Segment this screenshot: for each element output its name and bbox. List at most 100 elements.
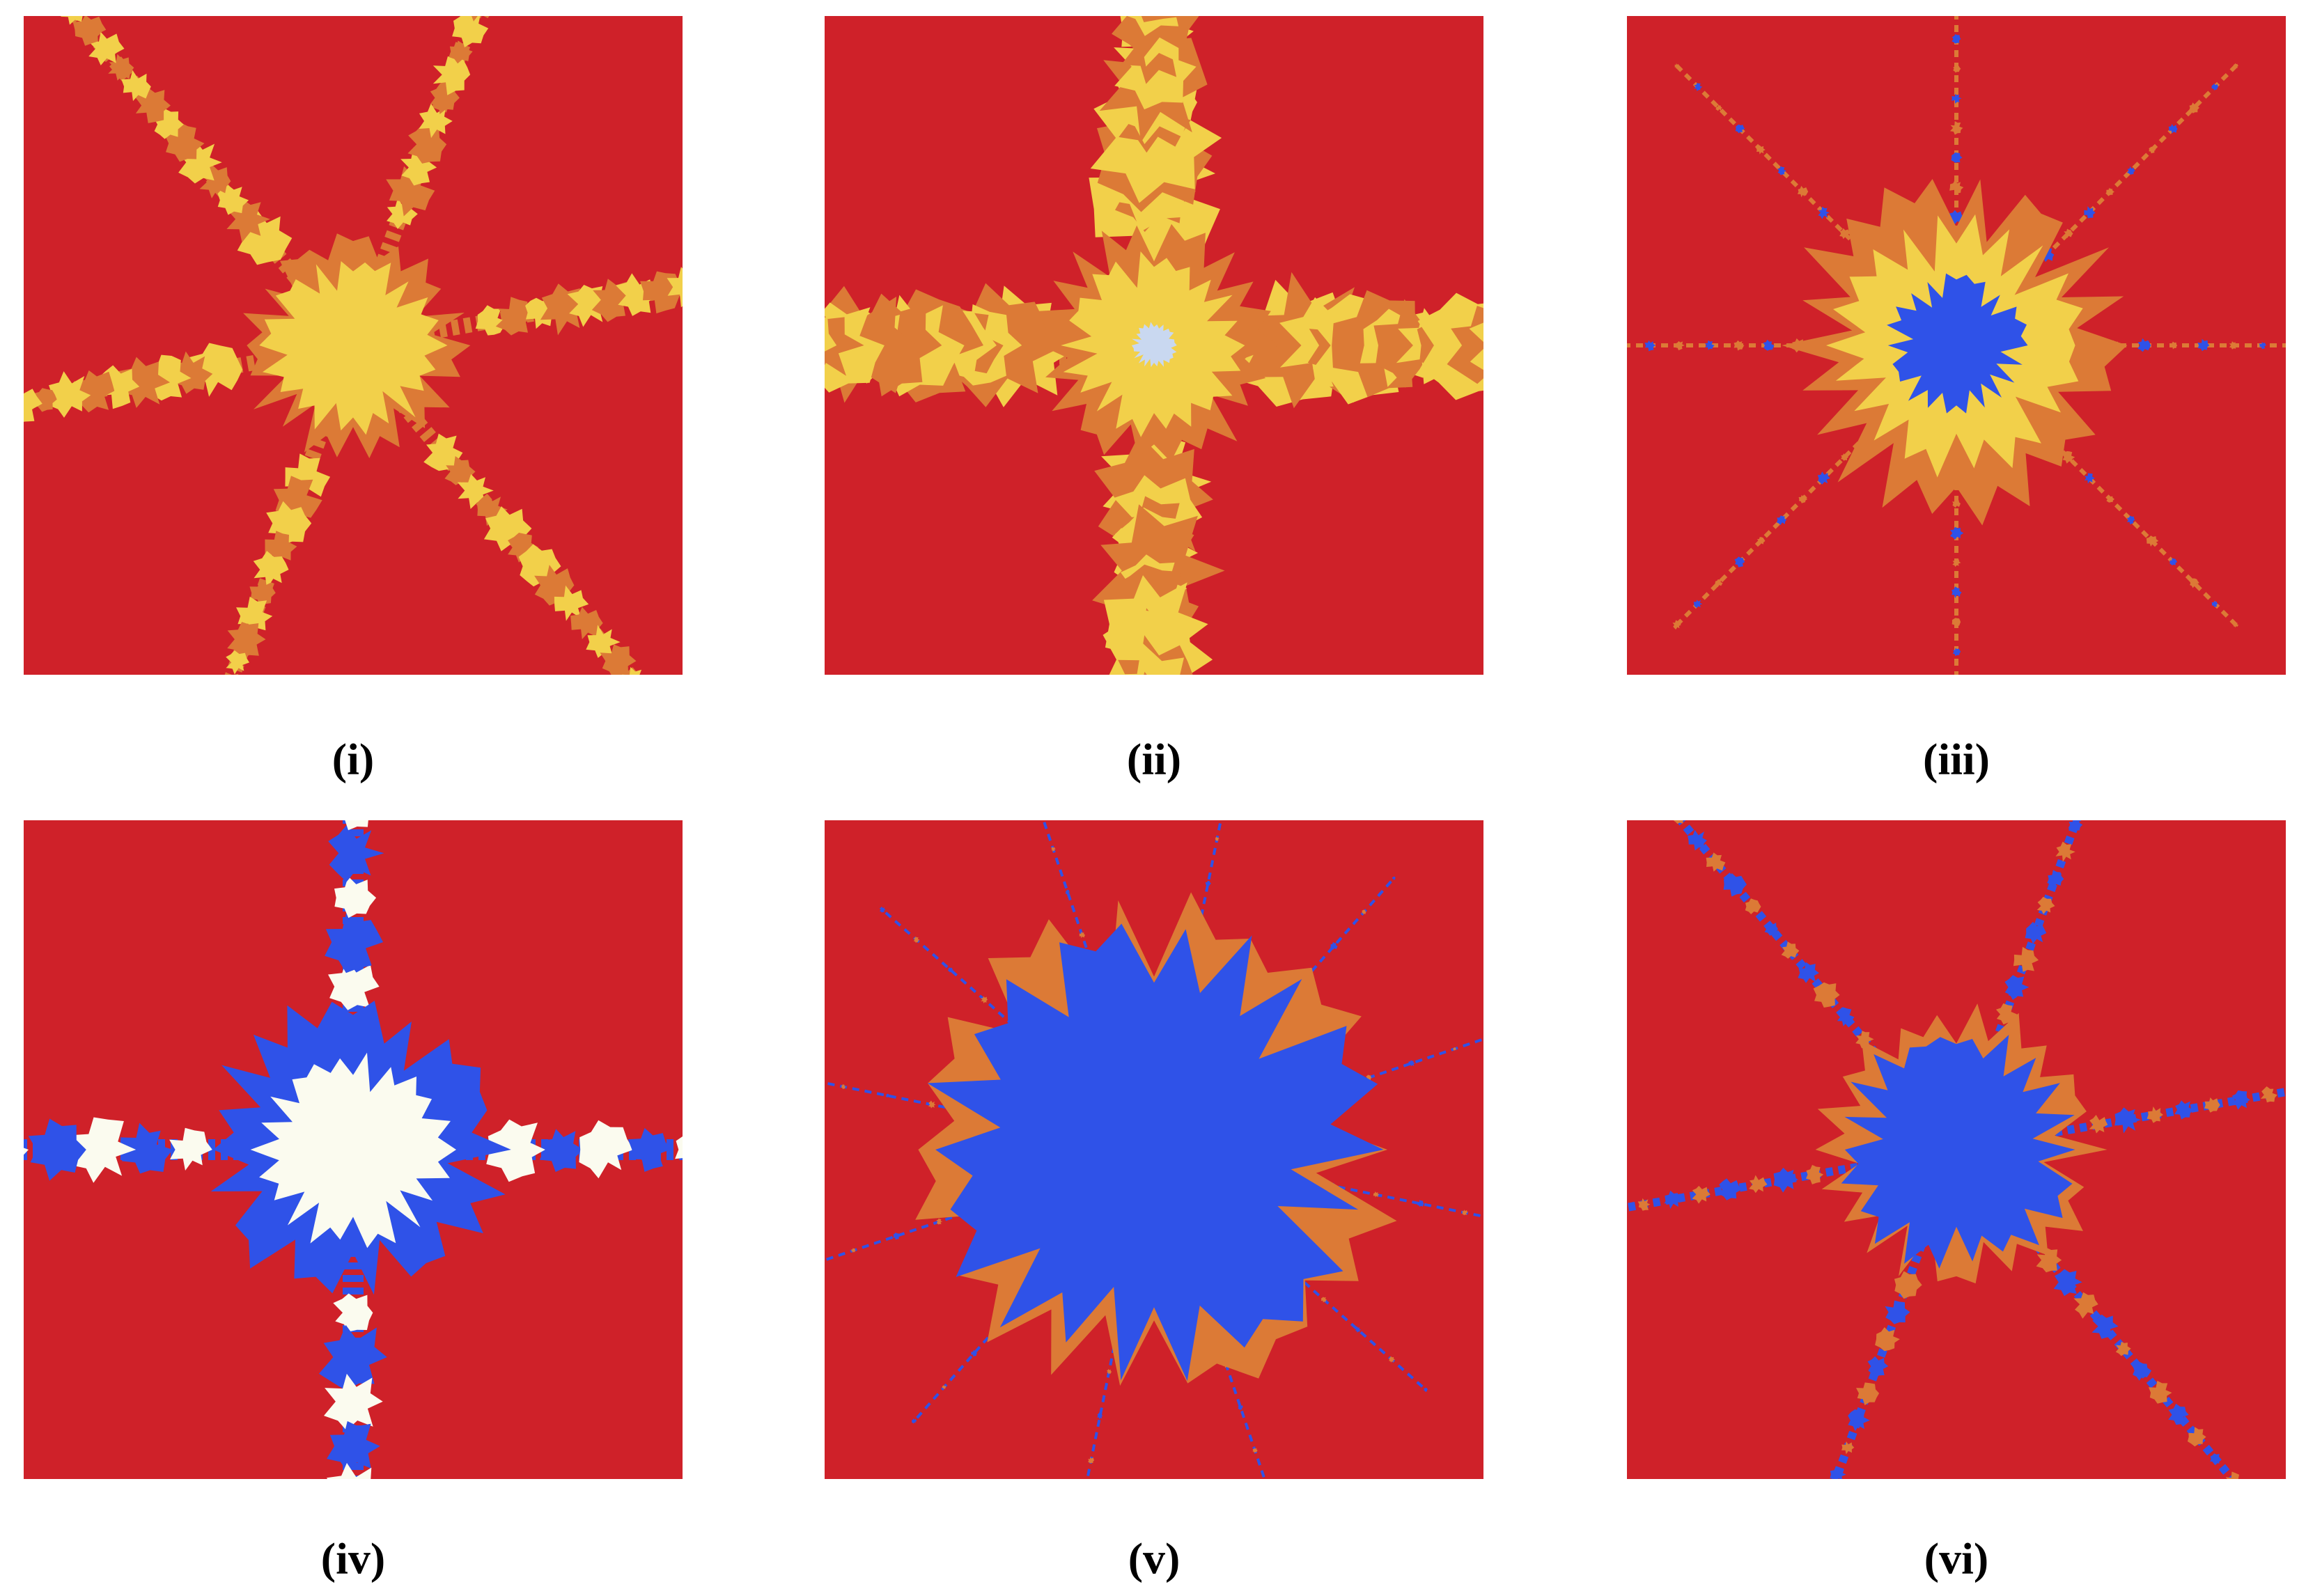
fractal-bud bbox=[2149, 146, 2156, 154]
fractal-bud bbox=[2084, 473, 2095, 484]
fractal-bud bbox=[1252, 1447, 1258, 1453]
fractal-bud bbox=[2146, 535, 2159, 547]
panel: (iv) bbox=[24, 820, 683, 1583]
fractal-bud bbox=[2225, 1471, 2239, 1479]
fractal-bud bbox=[1951, 93, 1962, 104]
fractal-bud bbox=[2064, 228, 2073, 238]
fractal-bud bbox=[1798, 962, 1819, 983]
panel-label: (vi) bbox=[1924, 1534, 1988, 1583]
fractal-bud bbox=[2204, 1097, 2220, 1113]
fractal-bud bbox=[345, 820, 368, 831]
fractal-bud bbox=[48, 371, 91, 418]
fractal-bud bbox=[1529, 315, 1590, 377]
fractal-bud bbox=[1954, 678, 1960, 684]
fractal-bud bbox=[1949, 526, 1964, 540]
fractal-bud bbox=[423, 433, 463, 471]
fractal-bud bbox=[1079, 932, 1086, 939]
fractal-bud bbox=[2013, 946, 2039, 972]
fractal-bud bbox=[72, 370, 115, 413]
fractal-bud bbox=[1587, 341, 1595, 350]
fractal-bud bbox=[825, 315, 864, 376]
fractal-bud bbox=[971, 1349, 977, 1357]
fractal-core bbox=[259, 261, 448, 435]
fractal-bud bbox=[1715, 104, 1722, 111]
fractal-bud bbox=[1321, 1297, 1327, 1303]
panel-label: (iii) bbox=[1923, 735, 1990, 784]
fractal-bud bbox=[2168, 1403, 2189, 1425]
fractal-bud bbox=[333, 1293, 373, 1332]
fractal-bud bbox=[948, 967, 953, 973]
fractal-bud bbox=[472, 16, 490, 22]
fractal-bud bbox=[2115, 1341, 2131, 1356]
fractal-bud bbox=[1763, 339, 1775, 351]
fractal-bud bbox=[981, 996, 988, 1003]
fractal-bud bbox=[324, 1373, 383, 1431]
fractal-bud bbox=[1408, 1060, 1416, 1067]
fractal-bud bbox=[1841, 1441, 1855, 1455]
fractal-bud bbox=[1688, 829, 1707, 851]
fractal-bud bbox=[694, 265, 726, 299]
fractal-bud bbox=[570, 607, 603, 639]
fractal-image bbox=[24, 0, 825, 772]
fractal-bud bbox=[2091, 1314, 2119, 1339]
fractal-bud bbox=[2089, 1115, 2108, 1134]
fractal-bud bbox=[444, 456, 476, 485]
fractal-image bbox=[1627, 735, 2286, 1560]
fractal-bud bbox=[2137, 338, 2151, 352]
fractal-bud bbox=[187, 740, 219, 772]
fractal-bud bbox=[253, 551, 289, 589]
fractal-bud bbox=[2036, 1247, 2062, 1273]
fractal-bud bbox=[1875, 1327, 1900, 1352]
fractal-bud bbox=[2189, 578, 2199, 588]
fractal-bud bbox=[942, 1385, 946, 1390]
fractal-bud bbox=[226, 650, 249, 675]
fractal-bud bbox=[1362, 909, 1366, 915]
fractal-bud bbox=[2106, 187, 2114, 196]
fractal-bud bbox=[201, 719, 224, 745]
fractal-bud bbox=[586, 625, 621, 658]
fractal-bud bbox=[1803, 1550, 1814, 1560]
fractal-image bbox=[700, 16, 1590, 675]
fractal-bud bbox=[2247, 1498, 2258, 1508]
fractal-bud bbox=[2189, 102, 2200, 114]
fractal-bud bbox=[770, 257, 796, 283]
fractal-bud bbox=[237, 209, 293, 265]
fractal-bud bbox=[164, 121, 205, 162]
fractal-bud bbox=[1508, 1220, 1511, 1223]
fractal-bud bbox=[1097, 1412, 1103, 1419]
fractal-bud bbox=[792, 249, 825, 281]
fractal-bud bbox=[719, 313, 783, 378]
fractal-bud bbox=[879, 906, 886, 913]
fractal-bud bbox=[1719, 1178, 1742, 1200]
fractal-bud bbox=[1777, 515, 1786, 526]
fractal-bud bbox=[936, 1218, 943, 1225]
fractal-bud bbox=[1694, 83, 1703, 91]
fractal-bud bbox=[600, 644, 637, 675]
fractal-bud bbox=[2149, 1380, 2172, 1404]
fractal-bud bbox=[189, 343, 243, 397]
fractal-bud bbox=[2211, 83, 2219, 91]
fractal-bud bbox=[1952, 558, 1961, 568]
fractal-bud bbox=[1392, 876, 1396, 880]
fractal-bud bbox=[265, 531, 297, 561]
fractal-bud bbox=[1330, 941, 1338, 950]
panel: (v) bbox=[825, 820, 1511, 1583]
fractal-bud bbox=[217, 185, 249, 215]
fractal-bud bbox=[912, 1418, 917, 1424]
fractal-bud bbox=[87, 31, 125, 65]
fractal-bud bbox=[2197, 338, 2210, 352]
fractal-bud bbox=[1637, 1198, 1651, 1211]
fractal-bud bbox=[40, 0, 72, 8]
fractal-bud bbox=[1951, 586, 1962, 599]
fractal-bud bbox=[1952, 648, 1961, 657]
panel-label: (i) bbox=[332, 735, 374, 784]
fractal-bud bbox=[2080, 792, 2091, 804]
fractal-bud bbox=[72, 16, 107, 46]
fractal-bud bbox=[700, 312, 768, 378]
fractal-bud bbox=[1756, 537, 1766, 545]
fractal-bud bbox=[2097, 735, 2112, 751]
fractal-bud bbox=[328, 960, 380, 1010]
fractal-bud bbox=[452, 16, 489, 47]
fractal-bud bbox=[2073, 1292, 2098, 1319]
fractal-bud bbox=[1797, 185, 1809, 198]
